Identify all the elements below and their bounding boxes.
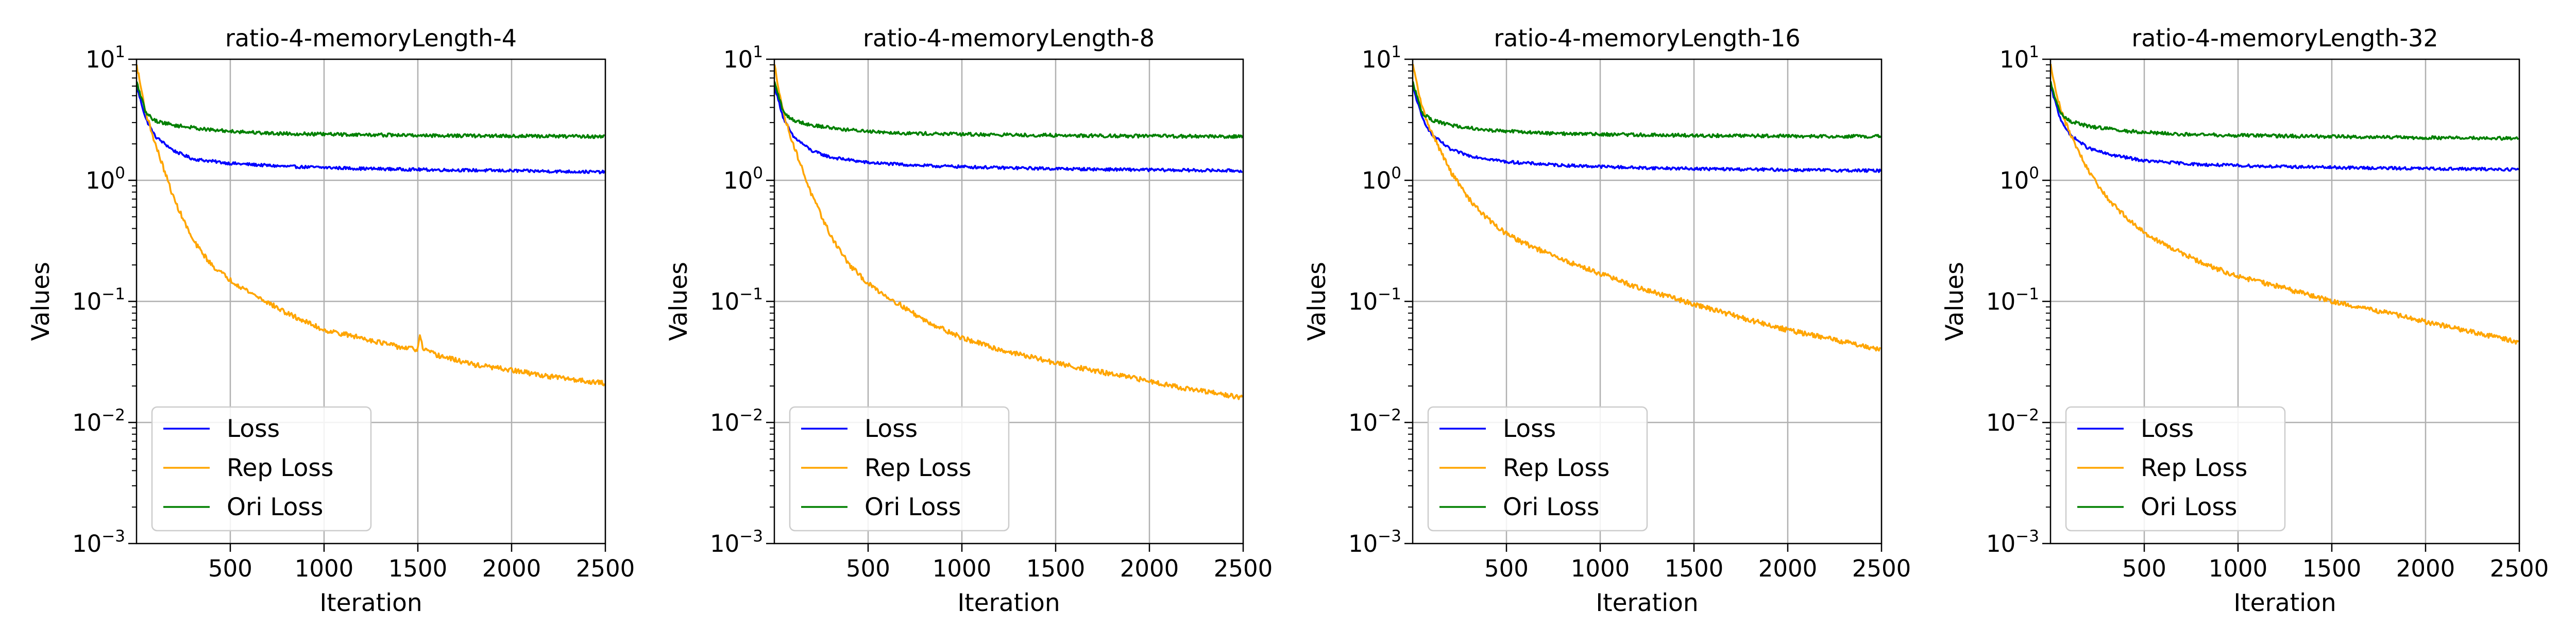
legend-label: Loss <box>865 415 918 443</box>
x-axis-label: Iteration <box>1596 589 1698 617</box>
legend: Loss Rep Loss Ori Loss <box>1427 406 1648 532</box>
y-tick-label: 10−1 <box>710 285 763 315</box>
y-axis-label: Values <box>27 262 55 341</box>
plot-frame <box>135 58 606 545</box>
legend-label: Ori Loss <box>2141 493 2237 521</box>
chart-panel-1: ratio-4-memoryLength-4 10−3 10−2 10−1 100 101… <box>27 24 635 617</box>
legend-label: Loss <box>227 415 280 443</box>
y-tick-label: 10−1 <box>1986 285 2039 315</box>
legend-box <box>2065 406 2286 532</box>
plot-frame <box>773 58 1244 545</box>
series-line-loss <box>2050 86 2519 172</box>
x-tick-label: 2500 <box>576 555 635 582</box>
x-tick-label: 1000 <box>933 555 992 582</box>
series-line-ori-loss <box>137 81 605 139</box>
y-axis-label: Values <box>665 262 693 341</box>
y-axis-label: Values <box>1303 262 1331 341</box>
x-tick-label: 2000 <box>1120 555 1179 582</box>
y-tick-label: 100 <box>1362 164 1401 194</box>
y-tick-label: 10−2 <box>72 406 125 436</box>
series-line-loss <box>1413 86 1882 173</box>
chart-title: ratio-4-memoryLength-8 <box>863 24 1155 52</box>
series-line-loss <box>774 86 1243 173</box>
plot-frame <box>1412 58 1883 545</box>
y-tick-label: 100 <box>1999 164 2039 194</box>
x-axis-label: Iteration <box>319 589 422 617</box>
y-tick-label: 10−3 <box>1348 527 1401 557</box>
y-tick-label: 100 <box>86 164 125 194</box>
y-tick-label: 100 <box>723 164 763 194</box>
x-tick-label: 1500 <box>2302 555 2362 582</box>
y-tick-label: 10−3 <box>710 527 763 557</box>
chart-title: ratio-4-memoryLength-32 <box>2131 24 2438 52</box>
legend-label: Rep Loss <box>865 454 971 482</box>
plot-frame <box>2049 58 2520 545</box>
series-line-rep-loss <box>137 64 605 386</box>
legend-box <box>789 406 1010 532</box>
series-line-loss <box>137 86 605 175</box>
y-tick-label: 10−2 <box>1348 406 1401 436</box>
y-tick-label: 10−2 <box>1986 406 2039 436</box>
y-tick-label: 101 <box>86 43 125 73</box>
chart-title: ratio-4-memoryLength-16 <box>1494 24 1800 52</box>
x-tick-label: 500 <box>1484 555 1529 582</box>
x-tick-label: 2500 <box>2490 555 2549 582</box>
series-line-ori-loss <box>2050 81 2519 141</box>
chart-panel-2: ratio-4-memoryLength-8 10−3 10−2 10−1 100 101… <box>665 24 1273 617</box>
legend-label: Loss <box>1503 415 1556 443</box>
x-tick-label: 2500 <box>1214 555 1273 582</box>
y-tick-label: 10−3 <box>72 527 125 557</box>
series-line-rep-loss <box>1413 64 1882 352</box>
x-axis-label: Iteration <box>2233 589 2336 617</box>
y-tick-label: 10−1 <box>1348 285 1401 315</box>
legend-label: Ori Loss <box>865 493 961 521</box>
legend: Loss Rep Loss Ori Loss <box>789 406 1010 532</box>
legend-box <box>151 406 372 532</box>
x-tick-label: 2000 <box>2396 555 2455 582</box>
y-tick-label: 101 <box>1362 43 1401 73</box>
series-line-rep-loss <box>774 64 1243 400</box>
x-tick-label: 1500 <box>1026 555 1086 582</box>
y-tick-label: 10−1 <box>72 285 125 315</box>
x-tick-label: 1500 <box>1665 555 1724 582</box>
chart-panel-3: ratio-4-memoryLength-16 10−3 10−2 10−1 100 10… <box>1303 24 1911 617</box>
x-tick-label: 500 <box>208 555 252 582</box>
y-tick-label: 101 <box>1999 43 2039 73</box>
y-axis-label: Values <box>1941 262 1969 341</box>
y-tick-label: 101 <box>723 43 763 73</box>
legend: Loss Rep Loss Ori Loss <box>2065 406 2286 532</box>
legend-label: Loss <box>2141 415 2194 443</box>
series-line-ori-loss <box>774 81 1243 139</box>
x-tick-label: 1000 <box>2209 555 2268 582</box>
chart-title: ratio-4-memoryLength-4 <box>225 24 517 52</box>
legend-label: Rep Loss <box>2141 454 2247 482</box>
x-tick-label: 2000 <box>1758 555 1818 582</box>
y-tick-label: 10−2 <box>710 406 763 436</box>
chart-panel-4: ratio-4-memoryLength-32 10−3 10−2 10−1 100 10… <box>1941 24 2549 617</box>
legend-box <box>1427 406 1648 532</box>
x-tick-label: 1000 <box>295 555 354 582</box>
x-tick-label: 500 <box>2122 555 2166 582</box>
series-line-rep-loss <box>2050 63 2519 345</box>
x-tick-label: 1500 <box>388 555 448 582</box>
x-tick-label: 500 <box>846 555 890 582</box>
legend-label: Rep Loss <box>227 454 333 482</box>
legend: Loss Rep Loss Ori Loss <box>151 406 372 532</box>
x-tick-label: 2000 <box>482 555 541 582</box>
x-tick-label: 2500 <box>1852 555 1911 582</box>
y-tick-label: 10−3 <box>1986 527 2039 557</box>
x-tick-label: 1000 <box>1571 555 1630 582</box>
legend-label: Ori Loss <box>1503 493 1599 521</box>
x-axis-label: Iteration <box>957 589 1060 617</box>
legend-label: Ori Loss <box>227 493 323 521</box>
legend-label: Rep Loss <box>1503 454 1609 482</box>
series-line-ori-loss <box>1413 81 1882 139</box>
